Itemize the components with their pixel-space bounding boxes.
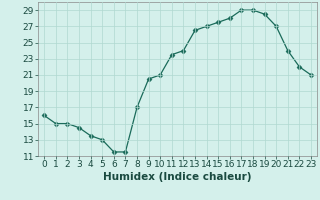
X-axis label: Humidex (Indice chaleur): Humidex (Indice chaleur) xyxy=(103,172,252,182)
